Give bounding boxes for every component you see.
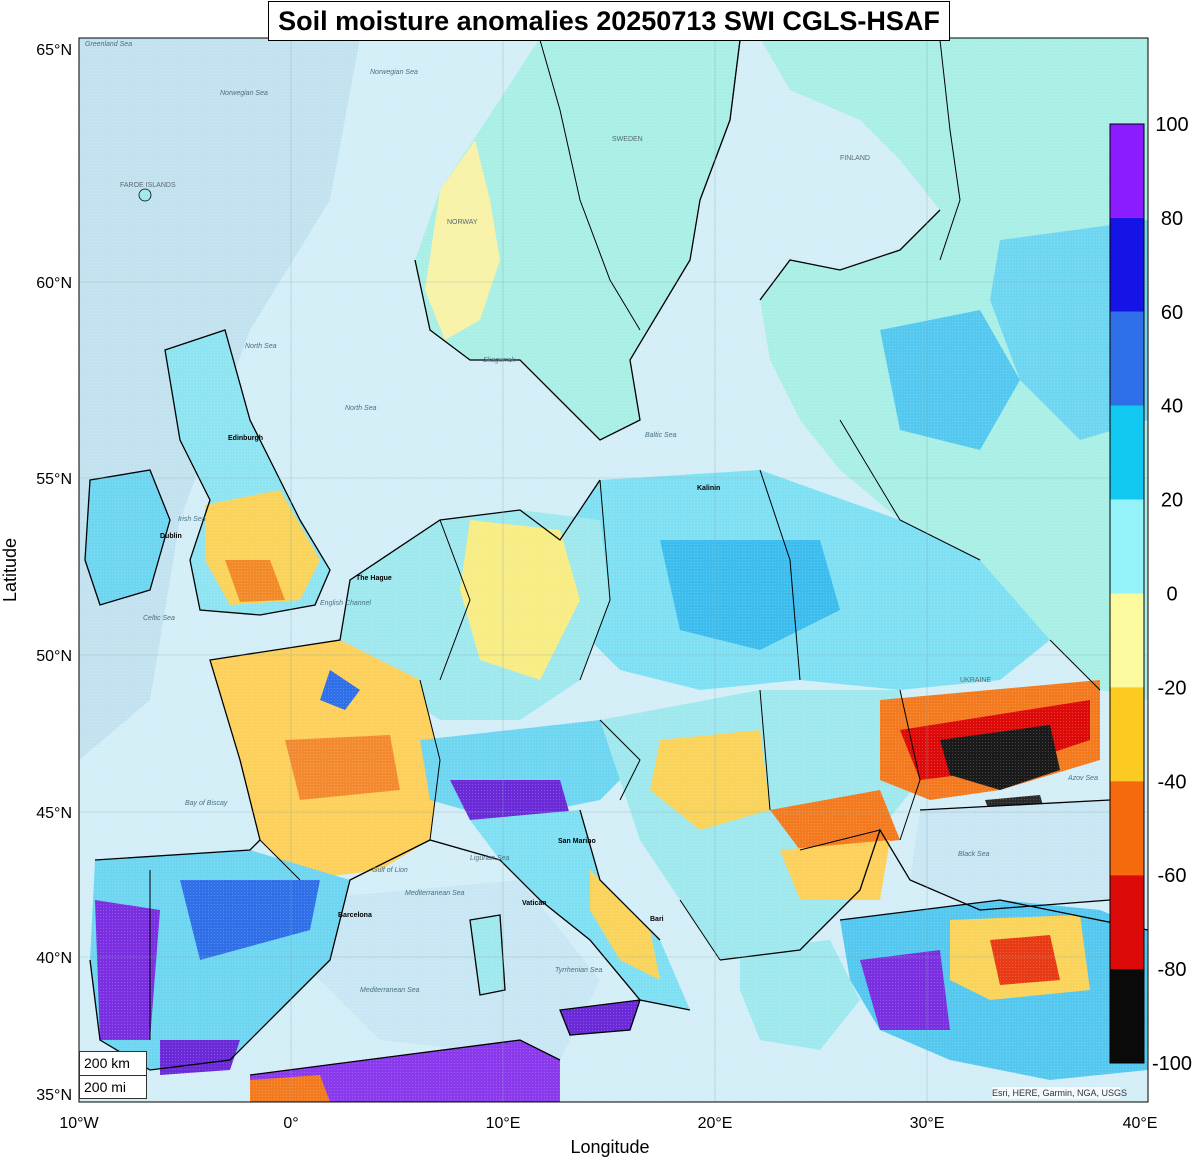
label-bay-of-biscay: Bay of Biscay	[185, 800, 228, 807]
lon-tick-10e: 10°E	[486, 1115, 521, 1132]
colorbar-tick-label: 20	[1161, 490, 1183, 512]
colorbar-tick-label: 0	[1166, 584, 1177, 606]
colorbar-tick-label: 100	[1155, 114, 1188, 136]
label-azov-sea: Azov Sea	[1067, 775, 1098, 782]
x-axis-label: Longitude	[570, 1137, 649, 1157]
colorbar-tick-label: -80	[1158, 959, 1187, 981]
graticule	[79, 38, 1148, 1102]
label-bari: Bari	[650, 916, 664, 923]
scale-bar-km: 200 km	[80, 1052, 146, 1076]
label-irish-sea: Irish Sea	[178, 516, 206, 523]
label-kaliningrad: Kalinin	[697, 485, 720, 492]
lon-tick-10w: 10°W	[59, 1115, 99, 1132]
label-the-hague: The Hague	[356, 575, 392, 582]
colorbar-bin	[1110, 311, 1144, 406]
colorbar-tick-label: -60	[1158, 865, 1187, 887]
colorbar: 100 80 60 40 20 0 -20 -40 -60 -80 -100	[1109, 114, 1192, 1075]
colorbar-bin	[1110, 499, 1144, 594]
lon-tick-30e: 30°E	[910, 1115, 945, 1132]
colorbar-bin	[1110, 405, 1144, 500]
coastlines	[84, 39, 1148, 1076]
colorbar-tick-label: 60	[1161, 302, 1183, 324]
label-black-sea: Black Sea	[958, 851, 990, 858]
label-barcelona: Barcelona	[338, 912, 372, 919]
lat-tick-65n: 65°N	[36, 42, 72, 59]
country-borders	[149, 39, 1101, 1040]
label-norway: NORWAY	[447, 219, 478, 226]
lon-tick-20e: 20°E	[698, 1115, 733, 1132]
label-edinburgh: Edinburgh	[228, 435, 263, 442]
label-ukraine: UKRAINE	[960, 677, 991, 684]
colorbar-tick-label: 80	[1161, 208, 1183, 230]
colorbar-tick-label: -100	[1152, 1053, 1192, 1075]
label-skagerrak: Skagerrak	[483, 357, 515, 364]
lon-tick-0: 0°	[283, 1115, 298, 1132]
colorbar-frame	[1109, 123, 1145, 1064]
label-celtic-sea: Celtic Sea	[143, 615, 175, 622]
colorbar-bin	[1110, 124, 1144, 218]
label-norwegian-sea: Norwegian Sea	[370, 69, 418, 76]
label-vatican: Vatican	[522, 900, 547, 907]
label-gulf-of-lion: Gulf of Lion	[372, 867, 408, 874]
colorbar-tick-label: 40	[1161, 396, 1183, 418]
lat-tick-45n: 45°N	[36, 805, 72, 822]
map-attribution: Esri, HERE, Garmin, NGA, USGS	[992, 1087, 1128, 1099]
lat-tick-60n: 60°N	[36, 275, 72, 292]
colorbar-tick-label: -20	[1158, 677, 1187, 699]
lat-tick-50n: 50°N	[36, 648, 72, 665]
scale-bar: 200 km 200 mi	[79, 1051, 147, 1099]
colorbar-bin	[1110, 969, 1144, 1063]
label-mediterranean-2: Mediterranean Sea	[360, 987, 420, 994]
label-finland: FINLAND	[840, 155, 870, 162]
label-north-sea-2: North Sea	[345, 405, 377, 412]
label-faroe: FAROE ISLANDS	[120, 182, 176, 189]
scale-bar-mi: 200 mi	[84, 1079, 127, 1095]
label-dublin: Dublin	[160, 533, 182, 540]
colorbar-bin	[1110, 687, 1144, 782]
colorbar-tick-label: -40	[1158, 771, 1187, 793]
label-tyrrhenian-sea: Tyrrhenian Sea	[555, 967, 602, 974]
lat-tick-40n: 40°N	[36, 950, 72, 967]
label-greenland-sea: Greenland Sea	[85, 41, 132, 48]
label-sweden: SWEDEN	[612, 136, 643, 143]
label-san-marino: San Marino	[558, 838, 596, 845]
y-axis-label: Latitude	[0, 538, 20, 602]
colorbar-bin	[1110, 217, 1144, 312]
label-north-sea-1: North Sea	[245, 343, 277, 350]
label-baltic-sea: Baltic Sea	[645, 432, 677, 439]
label-norwegian-sea-2: Norwegian Sea	[220, 90, 268, 97]
label-english-channel: English Channel	[320, 600, 371, 607]
label-ligurian-sea: Ligurian Sea	[470, 855, 509, 862]
colorbar-bin	[1110, 593, 1144, 688]
lat-tick-35n: 35°N	[36, 1087, 72, 1104]
lon-tick-40e: 40°E	[1123, 1115, 1158, 1132]
lat-tick-55n: 55°N	[36, 471, 72, 488]
map-title: Soil moisture anomalies 20250713 SWI CGL…	[268, 1, 950, 41]
label-mediterranean-1: Mediterranean Sea	[405, 890, 465, 897]
colorbar-bin	[1110, 781, 1144, 876]
colorbar-bin	[1110, 875, 1144, 970]
